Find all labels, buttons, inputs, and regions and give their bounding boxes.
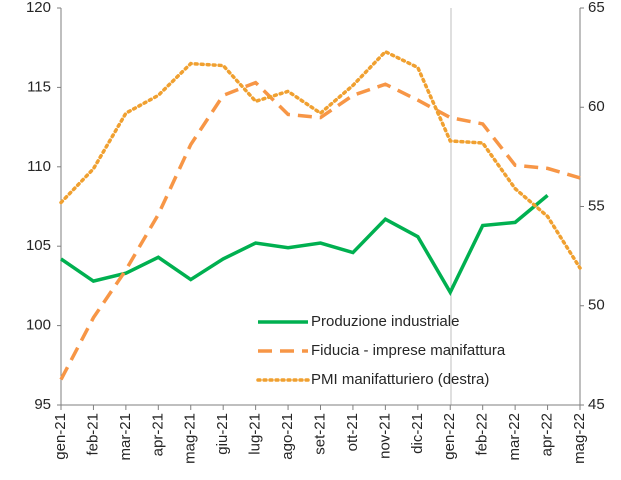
x-tick-label: nov-21	[376, 413, 393, 459]
x-tick-label: gen-22	[441, 413, 458, 460]
x-tick-label: apr-22	[539, 413, 556, 456]
x-tick-label: ago-21	[279, 413, 296, 460]
y-tick-label: 95	[34, 396, 51, 413]
y-tick-label: 110	[27, 158, 51, 175]
series-line	[59, 49, 582, 270]
x-tick-label: mag-22	[571, 413, 588, 464]
x-tick-label: mag-21	[182, 413, 199, 464]
y-tick-label: 115	[27, 78, 51, 95]
y2-tick-label: 60	[588, 98, 605, 115]
x-tick-label: set-21	[311, 413, 328, 455]
x-tick-label: apr-21	[149, 413, 166, 456]
y2-tick-label: 45	[588, 396, 605, 413]
series-line	[60, 194, 549, 296]
x-tick-label: mar-22	[506, 413, 523, 461]
x-tick-label: giu-21	[214, 413, 231, 455]
y-tick-label: 105	[26, 237, 51, 254]
x-tick-label: gen-21	[52, 413, 69, 460]
y2-tick-label: 65	[588, 0, 605, 16]
legend-label: PMI manifatturiero (destra)	[311, 371, 489, 388]
x-tick-label: dic-21	[409, 413, 426, 454]
series-line	[59, 80, 581, 381]
legend-label: Fiducia - imprese manifattura	[311, 342, 506, 359]
y2-tick-label: 50	[588, 297, 605, 314]
x-tick-label: feb-22	[474, 413, 491, 456]
legend-label: Produzione industriale	[311, 313, 459, 330]
y2-tick-label: 55	[588, 197, 605, 214]
y-tick-label: 120	[26, 0, 51, 16]
x-tick-label: feb-21	[84, 413, 101, 456]
y-tick-label: 100	[26, 317, 51, 334]
x-tick-label: lug-21	[247, 413, 264, 455]
x-tick-label: mar-21	[117, 413, 134, 461]
x-tick-label: ott-21	[344, 413, 361, 451]
